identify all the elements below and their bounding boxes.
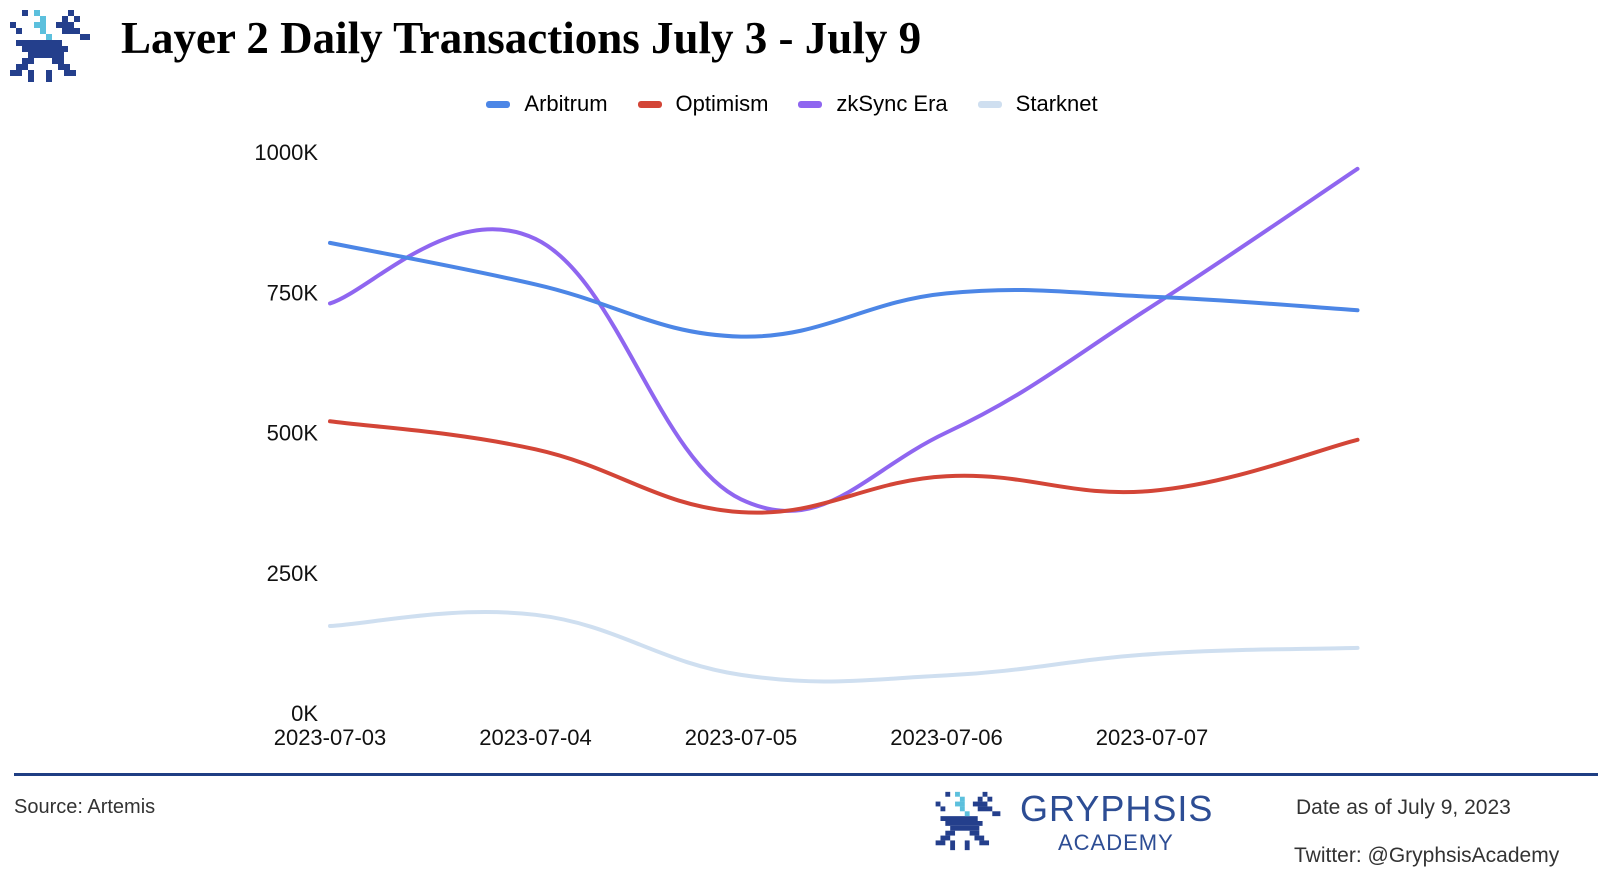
legend-item-optimism[interactable]: Optimism bbox=[637, 91, 769, 117]
twitter-handle[interactable]: Twitter: @GryphsisAcademy bbox=[1294, 844, 1560, 867]
x-tick-label: 2023-07-03 bbox=[274, 725, 387, 750]
brand-name: GRYPHSIS bbox=[1020, 788, 1214, 829]
y-tick-label: 250K bbox=[267, 561, 319, 586]
legend-label-zksync-era: zkSync Era bbox=[836, 91, 948, 116]
series-line-starknet[interactable] bbox=[328, 610, 1360, 684]
series-line-zksync-era[interactable] bbox=[328, 166, 1360, 513]
series-line-optimism[interactable] bbox=[328, 419, 1360, 515]
legend-swatch-arbitrum bbox=[486, 100, 511, 108]
y-tick-label: 750K bbox=[267, 280, 319, 305]
x-tick-label: 2023-07-04 bbox=[479, 725, 592, 750]
x-tick-label: 2023-07-06 bbox=[890, 725, 1003, 750]
brand-logo-block: GRYPHSIS ACADEMY bbox=[934, 788, 1234, 860]
gryphon-logo-icon bbox=[10, 10, 90, 82]
chart-legend: Arbitrum Optimism zkSync Era Starknet bbox=[0, 88, 1600, 120]
legend-label-optimism: Optimism bbox=[675, 91, 769, 116]
legend-swatch-zksync-era bbox=[798, 100, 823, 108]
footer-divider bbox=[14, 773, 1598, 776]
x-tick-label: 2023-07-07 bbox=[1096, 725, 1209, 750]
legend-item-zksync-era[interactable]: zkSync Era bbox=[798, 91, 948, 117]
date-note: Date as of July 9, 2023 bbox=[1296, 796, 1511, 819]
x-tick-label: 2023-07-05 bbox=[685, 725, 798, 750]
source-note: Source: Artemis bbox=[14, 796, 156, 818]
legend-item-starknet[interactable]: Starknet bbox=[977, 91, 1098, 117]
gryphon-logo-icon bbox=[935, 791, 1001, 851]
series-line-arbitrum[interactable] bbox=[328, 240, 1360, 339]
legend-item-arbitrum[interactable]: Arbitrum bbox=[486, 91, 608, 117]
brand-subtitle: ACADEMY bbox=[1058, 830, 1174, 855]
legend-swatch-starknet bbox=[977, 100, 1002, 108]
y-tick-label: 1000K bbox=[254, 140, 318, 165]
legend-swatch-optimism bbox=[637, 100, 662, 108]
legend-label-arbitrum: Arbitrum bbox=[524, 91, 608, 116]
chart-title: Layer 2 Daily Transactions July 3 - July… bbox=[121, 13, 922, 63]
y-tick-label: 0K bbox=[291, 701, 318, 726]
legend-label-starknet: Starknet bbox=[1015, 91, 1098, 116]
y-tick-label: 500K bbox=[267, 421, 319, 446]
